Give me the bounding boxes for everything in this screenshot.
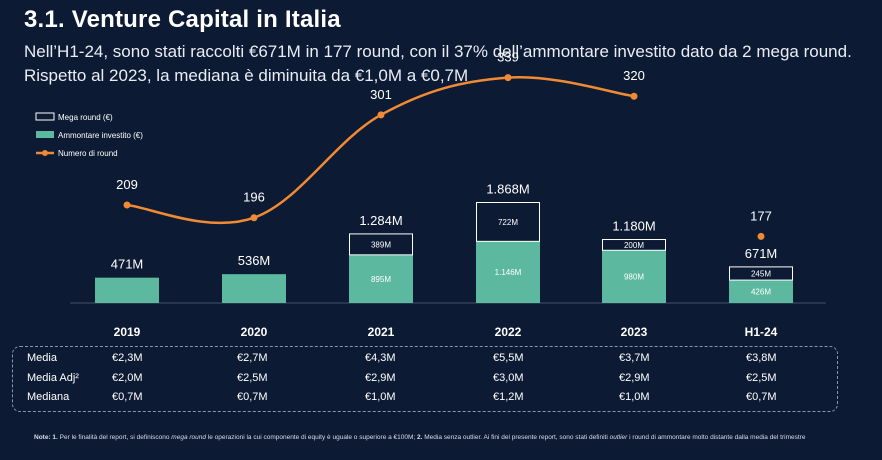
venture-capital-chart: Mega round (€) Ammontare investito (€) N…: [35, 50, 826, 339]
rounds-value-label: 339: [497, 50, 519, 65]
stats-cell: €1,0M: [619, 391, 650, 403]
stats-row-media: Media €2,3M €2,7M €4,3M €5,5M €3,7M €3,8…: [13, 352, 837, 372]
legend-label-rounds: Numero di round: [58, 149, 118, 158]
bar-total-label: 471M: [111, 257, 144, 272]
stats-cell: €1,2M: [493, 391, 524, 403]
bar-mega-round: [602, 239, 666, 251]
bar-ammontare: [95, 277, 159, 303]
chart-legend: Mega round (€) Ammontare investito (€) N…: [35, 112, 143, 158]
note-text: le operazioni la cui componente di equit…: [206, 434, 418, 441]
x-tick-label: 2023: [621, 325, 648, 339]
mega-value-label: 389M: [371, 240, 391, 249]
mega-value-label: 200M: [624, 241, 644, 250]
bar-mega-round: [349, 233, 413, 256]
note-bold: 2.: [417, 434, 423, 441]
bar-total-label: 536M: [238, 253, 271, 268]
stats-cell: €3,8M: [746, 352, 777, 364]
stats-cell: €4,3M: [365, 352, 396, 364]
rounds-line-group: 209 196 301 339 320 177: [116, 50, 772, 240]
bar-total-label: 1.180M: [612, 219, 655, 234]
bar-ammontare: [349, 254, 413, 303]
bar-ammontare: [729, 280, 793, 303]
stats-row-label: Media Adj²: [27, 372, 79, 384]
rounds-value-label: 320: [623, 68, 645, 83]
mega-value-label: 245M: [751, 269, 771, 278]
stats-cell: €0,7M: [112, 391, 143, 403]
note-italic: mega round: [171, 434, 206, 441]
legend-label-ammontare: Ammontare investito (€): [58, 131, 143, 140]
stats-cell: €0,7M: [237, 391, 268, 403]
stats-row-mediana: Mediana €0,7M €0,7M €1,0M €1,2M €1,0M €0…: [13, 391, 837, 411]
note-prefix: Note: 1.: [34, 434, 58, 441]
rounds-point: [123, 201, 131, 209]
rounds-point: [504, 74, 512, 82]
legend-swatch-ammontare: [36, 131, 54, 138]
note-text: i round di ammontare molto distante dall…: [627, 434, 806, 441]
ammontare-value-label: 1.146M: [495, 268, 522, 277]
mega-value-label: 722M: [498, 218, 518, 227]
stats-cell: €2,9M: [365, 372, 396, 384]
x-tick-label: 2022: [495, 325, 522, 339]
rounds-point: [630, 92, 638, 100]
bar-mega-round: [476, 202, 540, 242]
ammontare-value-label: 426M: [751, 288, 771, 297]
ammontare-value-label: 980M: [624, 273, 644, 282]
rounds-point: [377, 111, 385, 119]
bar-group: 471M 536M 389M 895M 1.284M 722M 1.146M 1.868M 20…: [95, 182, 793, 303]
x-tick-label: 2019: [114, 325, 141, 339]
x-axis: 2019 2020 2021 2022 2023 H1-24: [114, 325, 778, 339]
x-tick-label: H1-24: [745, 325, 778, 339]
legend-swatch-rounds-dot: [42, 150, 48, 156]
x-tick-label: 2020: [241, 325, 268, 339]
page-title: 3.1. Venture Capital in Italia: [24, 6, 341, 33]
stats-cell: €2,3M: [112, 352, 143, 364]
x-tick-label: 2021: [368, 325, 395, 339]
legend-swatch-mega: [35, 112, 55, 121]
bar-ammontare: [476, 241, 540, 303]
bar-total-label: 1.868M: [486, 182, 529, 197]
note-text: Media senza outlier. Ai fini del present…: [422, 434, 610, 441]
stats-cell: €3,0M: [493, 372, 524, 384]
stats-cell: €0,7M: [746, 391, 777, 403]
stats-row-media-adj: Media Adj² €2,0M €2,5M €2,9M €3,0M €2,9M…: [13, 372, 837, 392]
stats-cell: €3,7M: [619, 352, 650, 364]
footnote: Note: 1. Per le finalità del report, si …: [34, 434, 834, 443]
stats-cell: €2,0M: [112, 372, 143, 384]
stats-cell: €5,5M: [493, 352, 524, 364]
stats-cell: €2,9M: [619, 372, 650, 384]
page-subtitle: Nell’H1-24, sono stati raccolti €671M in…: [24, 42, 852, 85]
stats-cell: €2,5M: [237, 372, 268, 384]
note-text: Per le finalità del report, si definisco…: [57, 434, 172, 441]
stats-cell: €1,0M: [365, 391, 396, 403]
rounds-value-label: 177: [750, 208, 772, 223]
bar-mega-round: [729, 266, 793, 281]
stats-cell: €2,5M: [746, 372, 777, 384]
stats-cell: €2,7M: [237, 352, 268, 364]
rounds-point: [250, 214, 258, 222]
stats-row-label: Mediana: [27, 391, 70, 403]
stats-table: Media €2,3M €2,7M €4,3M €5,5M €3,7M €3,8…: [12, 346, 838, 412]
note-italic: outlier: [609, 434, 628, 441]
ammontare-value-label: 895M: [371, 275, 391, 284]
bar-ammontare: [602, 250, 666, 303]
bar-ammontare: [222, 274, 286, 303]
legend-label-mega: Mega round (€): [58, 113, 113, 122]
rounds-value-label: 196: [243, 190, 265, 205]
rounds-point: [757, 232, 765, 240]
stats-row-label: Media: [27, 352, 57, 364]
rounds-value-label: 301: [370, 87, 392, 102]
bar-total-label: 1.284M: [359, 213, 402, 228]
rounds-value-label: 209: [116, 177, 138, 192]
bar-total-label: 671M: [745, 246, 778, 261]
